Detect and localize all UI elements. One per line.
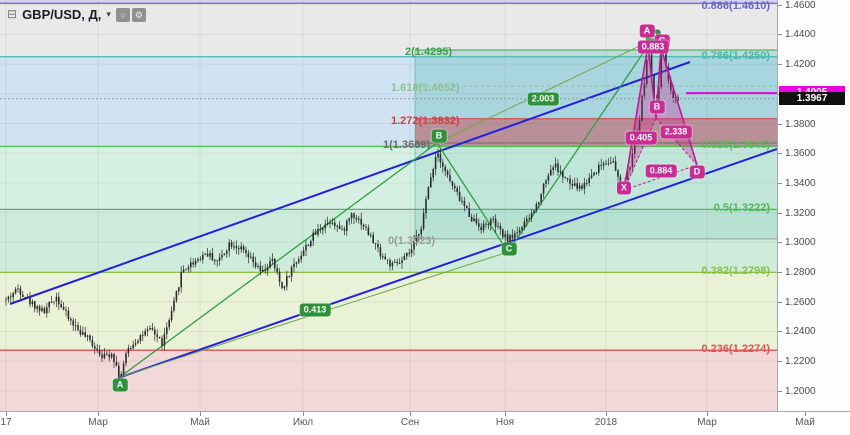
price-tick-mark [778, 272, 782, 274]
time-tick-label: Ноя [495, 417, 515, 428]
price-tick-mark [778, 301, 782, 303]
fib-extension-zone [415, 50, 777, 119]
price-tick-label: 1.3800 [785, 118, 816, 130]
xabcd-ratio-line[interactable] [623, 117, 657, 191]
fib-extension-label: 0(1.3023) [388, 234, 436, 247]
time-tick-label: Май [190, 417, 210, 428]
symbol-label: GBP/USD, [22, 6, 85, 22]
fib-zone [0, 0, 777, 4]
last-price-label: 1.3967 [779, 91, 845, 105]
price-tick-label: 1.3000 [785, 237, 816, 249]
price-tick-label: 1.4200 [785, 59, 816, 71]
price-tick-label: 1.2600 [785, 296, 816, 308]
price-tick-mark [778, 64, 782, 66]
xabcd-fill-xab[interactable] [624, 45, 656, 190]
interval-label: Д, [88, 6, 102, 22]
time-axis[interactable]: 17 Мар Май Июл Сен Ноя 2018 Мар Май [0, 411, 850, 435]
green-pattern-bd[interactable] [436, 39, 653, 144]
green-pattern-label-2.003[interactable]: 2.003 [527, 92, 559, 106]
price-chart-canvas[interactable] [0, 0, 777, 411]
fib-extension-label: 1.272(1.3832) [391, 114, 460, 127]
quick-buttons: ○ ⚙ [115, 5, 148, 23]
time-tick-mark [410, 412, 411, 416]
price-axis[interactable]: 1.46001.44001.42001.40001.38001.36001.34… [777, 0, 850, 411]
time-tick-mark [200, 412, 201, 416]
fib-extension-label: 2(1.4295) [405, 46, 453, 59]
fib-level-label: 0.618(1.3646) [701, 139, 771, 152]
green-pattern-label-0.413[interactable]: 0.413 [299, 303, 331, 317]
time-tick-label: Май [795, 417, 815, 428]
xabcd-label-D[interactable]: D [689, 165, 705, 179]
xabcd-label-2.338[interactable]: 2.338 [660, 125, 692, 139]
fib-level-label: 0.786(1.4250) [701, 49, 771, 62]
fib-level-label: 0.5(1.3222) [713, 202, 770, 215]
fib-level-label: 0.236(1.2274) [701, 343, 771, 356]
time-tick-label: Сен [400, 417, 420, 428]
xabcd-label-B[interactable]: B [649, 100, 665, 114]
price-tick-label: 1.2800 [785, 267, 816, 279]
price-tick-label: 1.3400 [785, 177, 816, 189]
price-tick-mark [778, 182, 782, 184]
green-pattern-ab[interactable] [119, 142, 438, 378]
time-tick-mark [805, 412, 806, 416]
xabcd-ratio-line[interactable] [623, 164, 698, 191]
time-tick-label: Мар [88, 417, 108, 428]
collapse-legend-icon[interactable]: ⊟ [7, 7, 18, 21]
price-tick-label: 1.2000 [785, 385, 816, 397]
chart-legend-toolbar: ⊟ GBP/USD, Д, ▾ ○ ⚙ [7, 5, 148, 23]
channel-lower-trendline[interactable] [117, 148, 777, 379]
time-tick-mark [606, 412, 607, 416]
time-tick-label: Мар [697, 417, 717, 428]
circle-tool-button[interactable]: ○ [115, 8, 130, 22]
price-tick-mark [778, 242, 782, 244]
price-tick-mark [778, 390, 782, 392]
price-tick-mark [778, 123, 782, 125]
time-tick-mark [707, 412, 708, 416]
price-tick-label: 1.4400 [785, 29, 816, 41]
fib-extension-zone [415, 146, 777, 239]
green-pattern-label-A[interactable]: A [112, 378, 128, 392]
time-tick-label: 17 [0, 417, 12, 428]
price-tick-label: 1.4600 [785, 0, 816, 11]
fib-zone [0, 272, 777, 351]
fib-extension-overlay [415, 50, 777, 239]
fib-extension-label: 1(1.3669) [383, 139, 431, 151]
fib-zone [0, 146, 777, 210]
green-pattern-bc[interactable] [436, 142, 509, 253]
time-tick-mark [98, 412, 99, 416]
green-pattern-label-B[interactable]: B [431, 129, 447, 143]
xabcd-label-0.884[interactable]: 0.884 [645, 164, 677, 178]
channel-upper-trendline[interactable] [9, 61, 691, 305]
xabcd-label-A[interactable]: A [639, 24, 655, 38]
fib-level-label: 0.886(1.4610) [701, 0, 771, 12]
symbol-title[interactable]: GBP/USD, Д, [22, 7, 101, 22]
fib-level-label: 0.382(1.2798) [701, 265, 771, 278]
xabcd-label-0.405[interactable]: 0.405 [625, 131, 657, 145]
time-tick-mark [6, 412, 7, 416]
price-tick-mark [778, 153, 782, 155]
chevron-down-icon[interactable]: ▾ [106, 8, 111, 19]
fib-extension-label: 1.618(1.4052) [391, 82, 460, 95]
green-pattern-label-C[interactable]: C [501, 242, 517, 256]
fib-zone [0, 350, 777, 411]
time-tick-label: 2018 [594, 417, 618, 428]
price-tick-mark [778, 212, 782, 214]
price-tick-label: 1.3600 [785, 148, 816, 160]
time-tick-label: Июл [292, 417, 314, 428]
price-tick-label: 1.2400 [785, 326, 816, 338]
time-tick-mark [303, 412, 304, 416]
time-tick-mark [505, 412, 506, 416]
price-tick-mark [778, 34, 782, 36]
xabcd-label-0.883[interactable]: 0.883 [637, 40, 669, 54]
price-tick-mark [778, 361, 782, 363]
xabcd-label-X[interactable]: X [616, 181, 632, 195]
settings-button[interactable]: ⚙ [131, 8, 146, 22]
price-tick-mark [778, 331, 782, 333]
price-tick-label: 1.2200 [785, 356, 816, 368]
price-tick-mark [778, 4, 782, 6]
price-tick-label: 1.3200 [785, 207, 816, 219]
